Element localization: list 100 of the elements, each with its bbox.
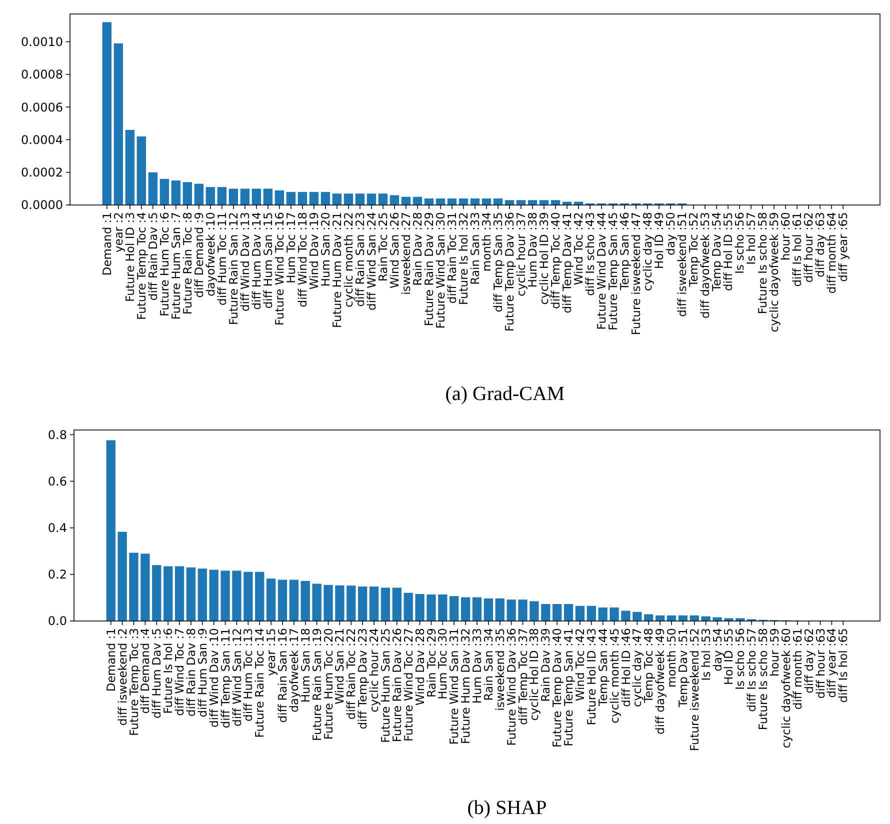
y-tick-label: 0.0 [48,614,67,628]
text: (a) Grad-CAM [445,383,565,405]
x-tick-label: dayofweek :17 [286,628,301,712]
x-tick-label: dayofweek :10 [203,212,218,296]
x-tick-label: Future Rain Toc :14 [252,628,267,738]
x-tick-label: diff Hum San :9 [195,628,210,718]
x-tick-label: Future Rain Dav :29 [422,212,436,326]
x-tick-label: Future Is hol :6 [161,628,176,714]
x-tick-label: diff Demand :9 [192,212,206,298]
x-tick-label: diff Temp San :35 [491,212,506,312]
x-tick-label: Wind Dav :28 [412,628,427,706]
x-tick-label: Future Hum Dav :21 [330,212,344,328]
x-tick-label: hour :60 [778,212,793,261]
x-tick-label: diff Rain Toc :22 [344,628,358,720]
x-tick-label: Future Hum San :7 [168,212,183,320]
y-tick-label: 0.0000 [21,198,63,212]
x-tick-label: diff Temp Dav :23 [356,628,370,730]
x-tick-label: diff Hum Toc :13 [241,628,256,722]
x-tick-label: diff Is scho :43 [583,212,598,296]
x-tick-label: Future Rain Toc :8 [180,212,194,314]
x-tick-label: cyclic month :22 [341,212,356,308]
x-tick-label: diff isweekend :2 [115,628,130,726]
x-tick-label: Future Temp San :41 [562,628,576,746]
y-tick-label: 0.0006 [21,100,63,114]
x-tick-label: diff Hum San :15 [260,212,275,309]
x-tick-label: diff Hol ID :46 [618,628,633,708]
y-tick-label: 0.8 [48,428,67,442]
x-tick-label: Future Wind Dav :36 [504,628,518,746]
x-tick-label: Rain San :33 [468,212,482,285]
x-tick-label: Future Temp Toc :3 [126,628,141,736]
x-tick-label: diff dayofweek :49 [653,628,668,734]
x-tick-label: Future Is hol :32 [456,212,471,305]
x-tick-label: cyclic hour :24 [367,628,382,712]
x-tick-label: diff hour :62 [802,212,816,283]
x-tick-label: Future Rain San :12 [226,212,240,326]
x-tick-label: Future Wind Toc :16 [272,212,286,326]
x-tick-label: diff Temp Toc :37 [516,628,530,725]
x-tick-label: Future Is scho :58 [756,628,770,730]
x-tick-label: Is hol :53 [698,628,713,681]
y-tick-label: 0.0010 [21,34,63,49]
x-tick-label: month :34 [480,212,494,272]
x-tick-label: Future Temp Dav :36 [502,212,517,332]
y-tick-label: 0.0004 [21,132,63,147]
y-tick-label: 0.4 [48,521,67,536]
x-tick-label: diff Wind San :24 [364,212,378,310]
x-tick-label: Future Hum Toc :6 [157,212,172,316]
x-tick-label: diff Wind Dav :10 [206,628,221,728]
x-tick-label: diff Wind Dav :13 [238,212,252,312]
x-tick-label: Demand :1 [104,628,118,692]
x-tick-label: Future Rain San :19 [310,628,324,742]
x-tick-label: cyclic dayofweek :59 [767,212,782,332]
x-tick-label: diff Is hol :61 [790,212,804,287]
x-tick-label: diff Rain Toc :31 [445,212,460,304]
x-tick-label: Temp San :46 [618,212,632,292]
x-tick-label: Wind San :21 [332,628,347,704]
x-tick-label: Future Hum Dav :32 [458,628,473,744]
x-tick-label: Wind Toc :42 [572,212,586,286]
x-tick-label: Future Wind San :30 [434,212,448,329]
x-tick-label: Rain Dav :28 [410,212,425,286]
text: (b) SHAP [467,797,547,819]
x-tick-label: cyclic day :47 [630,628,644,708]
x-tick-label: diff day :62 [802,628,816,694]
x-tick-label: Temp San :44 [596,628,610,708]
x-tick-label: diff year :65 [836,212,850,282]
x-tick-label: diff dayofweek :53 [698,212,712,318]
x-tick-label: Rain Toc :29 [424,628,438,698]
x-tick-label: cyclic hour :37 [514,212,528,296]
x-tick-label: Future Temp Toc :4 [134,212,148,320]
x-tick-label: isweekend :35 [492,628,507,711]
x-tick-label: Hum San :20 [318,212,332,287]
x-tick-label: diff Is scho :57 [744,628,759,712]
x-tick-label: Future Is scho :58 [756,212,770,314]
x-tick-label: Future Temp Dav :40 [550,628,564,748]
x-tick-label: Future Rain Dav :26 [390,628,404,742]
x-tick-label: Hum Toc :30 [436,628,450,700]
x-tick-label: Rain Dav :39 [538,628,553,702]
x-tick-label: Future Hol ID :43 [584,628,598,726]
x-tick-label: Is scho :56 [732,212,747,274]
x-tick-label: Future Wind Dav :44 [594,212,609,330]
x-tick-label: diff Wind Toc :18 [295,212,310,308]
x-tick-label: Demand :1 [100,212,114,276]
x-tick-label: Future Wind San :31 [447,628,462,745]
x-tick-label: diff year :64 [824,628,839,698]
x-tick-label: day :54 [710,628,724,672]
x-tick-label: Future Wind Toc :27 [401,628,416,742]
x-tick-label: diff Hol ID :55 [721,212,736,292]
x-tick-label: diff Temp San :11 [218,628,232,728]
y-tick-label: 0.6 [48,474,67,488]
x-tick-label: diff day :63 [813,212,828,278]
x-tick-label: Wind Dav :19 [306,212,321,290]
x-tick-label: cyclic day :48 [640,212,655,292]
x-tick-label: Future Hum Toc :20 [321,628,336,740]
x-tick-label: Future isweekend :47 [629,212,644,336]
x-tick-label: Is hol :57 [744,212,758,265]
x-tick-label: year :15 [264,628,278,676]
x-tick-label: day :50 [664,212,678,256]
x-tick-label: Wind San :26 [388,212,402,288]
x-tick-label: Rain Toc :25 [376,212,390,282]
x-tick-label: Wind Toc :42 [573,628,587,702]
x-tick-label: diff Hum Dav :14 [249,212,264,310]
